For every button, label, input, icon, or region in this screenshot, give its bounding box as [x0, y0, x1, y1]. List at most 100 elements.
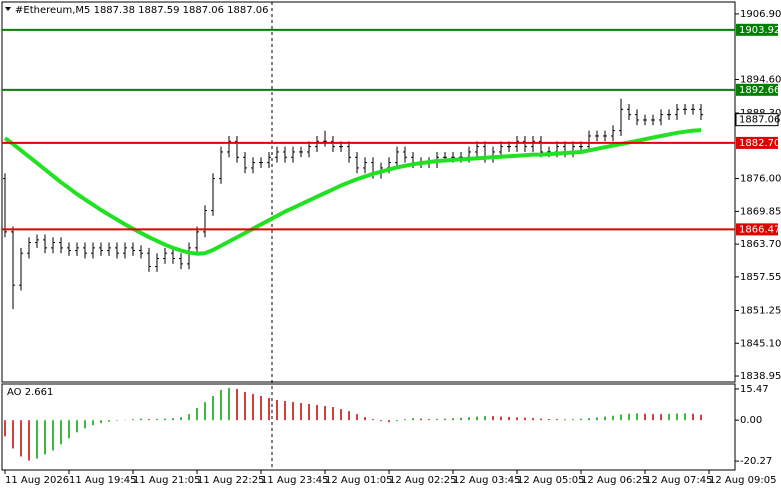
ao-bar	[68, 420, 70, 439]
price-frame	[1, 1, 736, 383]
ao-bar	[284, 400, 286, 421]
ao-bar	[348, 411, 350, 421]
x-tick-label: 11 Aug 22:25	[197, 475, 264, 486]
level-label: 1866.47	[739, 224, 780, 235]
ao-bar	[20, 420, 22, 457]
y-tick-label: 1851.25	[740, 305, 781, 316]
y-tick-label: -20.27	[740, 456, 772, 467]
ao-bar	[588, 418, 590, 421]
x-tick-label: 11 Aug 19:45	[69, 475, 136, 486]
ao-bar	[148, 419, 150, 421]
ao-bar	[364, 417, 366, 421]
ao-bar	[308, 404, 310, 421]
ao-bar	[596, 417, 598, 421]
ao-bar	[676, 413, 678, 421]
ao-bar	[420, 418, 422, 421]
ao-bar	[460, 417, 462, 421]
ao-bar	[540, 418, 542, 421]
ao-frame	[1, 383, 736, 471]
ao-bar	[164, 418, 166, 421]
ao-bar	[564, 419, 566, 421]
ao-bar	[604, 416, 606, 421]
ao-bar	[476, 416, 478, 421]
ao-bar	[172, 418, 174, 421]
ao-bar	[620, 414, 622, 421]
x-tick-label: 12 Aug 09:05	[709, 475, 776, 486]
ao-bar	[276, 399, 278, 421]
ao-bar	[580, 418, 582, 421]
ao-bar	[636, 413, 638, 421]
ao-bar	[212, 395, 214, 421]
x-tick-label: 12 Aug 02:25	[389, 475, 456, 486]
ao-bar	[196, 408, 198, 421]
ao-bar	[100, 420, 102, 424]
level-label: 1903.92	[739, 25, 780, 36]
ao-bar	[156, 418, 158, 421]
ao-bar	[404, 419, 406, 421]
ao-bar	[628, 413, 630, 421]
ao-bar	[508, 416, 510, 421]
ao-bar	[132, 419, 134, 421]
ao-bar	[380, 420, 382, 422]
ao-bar	[180, 417, 182, 421]
ao-bar	[444, 418, 446, 421]
ao-bar	[340, 409, 342, 421]
ao-bar	[428, 419, 430, 421]
level-box	[736, 23, 778, 36]
chart-title: #Ethereum,M5 1887.38 1887.59 1887.06 188…	[15, 5, 269, 16]
ao-bar	[436, 418, 438, 421]
x-tick-label: 12 Aug 01:05	[325, 475, 392, 486]
x-tick-label: 11 Aug 23:45	[261, 475, 328, 486]
ao-bar	[692, 413, 694, 421]
ao-bar	[204, 402, 206, 421]
moving-average	[3, 128, 702, 256]
ao-bar	[484, 416, 486, 421]
ao-bar	[12, 420, 14, 449]
ao-bar	[412, 418, 414, 421]
ao-bar	[316, 405, 318, 421]
ao-bar	[28, 420, 30, 461]
ao-bar	[140, 418, 142, 421]
ao-bar	[332, 407, 334, 421]
y-tick-label: 1869.85	[740, 206, 781, 217]
y-tick-label: 0.00	[740, 415, 762, 426]
ao-bar	[292, 402, 294, 421]
ao-bar	[652, 414, 654, 421]
ao-bar	[188, 414, 190, 421]
level-box	[736, 223, 778, 236]
ao-bar	[52, 420, 54, 451]
ao-bar	[372, 419, 374, 421]
ao-bar	[260, 395, 262, 421]
ao-bar	[36, 420, 38, 459]
ao-bar	[92, 420, 94, 426]
level-label: 1882.70	[739, 138, 780, 149]
y-tick-label: 1906.90	[740, 9, 781, 20]
ao-bar	[532, 418, 534, 421]
ao-bar	[452, 418, 454, 421]
y-tick-label: 1876.00	[740, 174, 781, 185]
ao-bar	[516, 417, 518, 421]
ao-bar	[4, 420, 6, 437]
x-tick-label: 12 Aug 03:45	[453, 475, 520, 486]
title-arrow	[5, 7, 11, 11]
ao-bar	[244, 391, 246, 421]
ao-bar	[252, 393, 254, 421]
ao-bar	[396, 420, 398, 422]
ao-bar	[236, 388, 238, 421]
ao-bar	[356, 414, 358, 421]
last-price-label: 1887.06	[739, 115, 780, 126]
level-box	[736, 83, 778, 96]
level-label: 1892.66	[739, 85, 780, 96]
x-tick-label: 12 Aug 05:05	[517, 475, 584, 486]
x-tick-label: 12 Aug 06:25	[581, 475, 648, 486]
ao-bar	[76, 420, 78, 433]
ao-bar	[668, 413, 670, 421]
ao-bar	[324, 406, 326, 421]
ao-bar	[500, 416, 502, 421]
ao-bar	[612, 415, 614, 421]
ao-bar	[220, 389, 222, 421]
ao-bar	[228, 387, 230, 421]
ao-title: AO 2.661	[7, 387, 53, 398]
ao-bar	[524, 417, 526, 421]
